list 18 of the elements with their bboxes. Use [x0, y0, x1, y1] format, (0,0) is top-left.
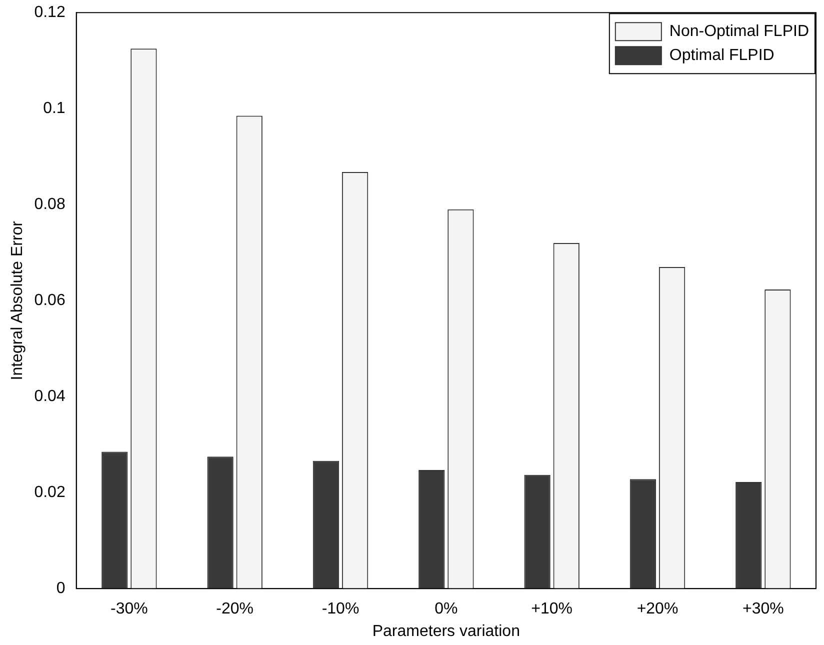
- y-tick-label: 0.08: [34, 196, 66, 214]
- y-tick-label: 0.06: [34, 292, 66, 310]
- x-tick-label: -20%: [216, 600, 254, 618]
- x-tick-label: 0%: [434, 600, 458, 618]
- x-tick-label: +20%: [636, 600, 678, 618]
- legend-label: Optimal FLPID: [669, 47, 774, 64]
- x-tick-label: +30%: [742, 600, 784, 618]
- x-tick-label: -30%: [110, 600, 148, 618]
- y-tick-label: 0: [56, 580, 66, 598]
- x-axis-title: Parameters variation: [372, 622, 520, 640]
- y-axis-title: Integral Absolute Error: [9, 220, 26, 380]
- y-tick-label: 0.02: [34, 484, 66, 502]
- y-tick-label: 0.12: [34, 4, 66, 22]
- y-tick-label: 0.04: [34, 388, 66, 406]
- x-tick-label: -10%: [322, 600, 360, 618]
- legend-label: Non-Optimal FLPID: [669, 23, 809, 40]
- x-tick-label: +10%: [531, 600, 573, 618]
- y-tick-label: 0.1: [43, 100, 66, 118]
